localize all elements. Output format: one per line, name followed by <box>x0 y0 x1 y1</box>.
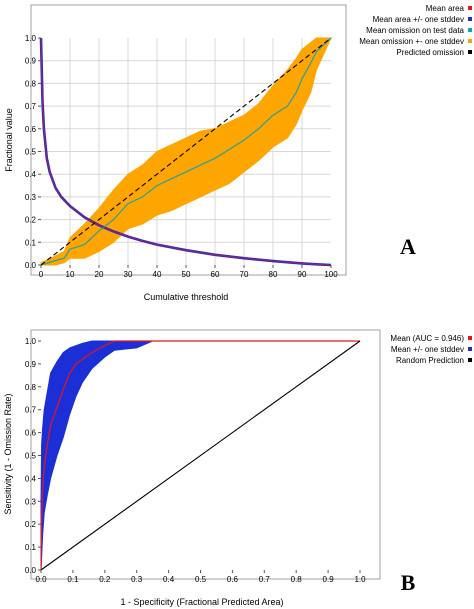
panel-b-y-tick-label: 0.0 <box>25 566 37 575</box>
panel-b-y-axis-label: Sensitivity (1 - Omission Rate) <box>3 393 13 514</box>
panel-b-y-tick-label: 0.9 <box>25 360 37 369</box>
panel-a-chart: 0 10 20 30 40 50 60 70 80 90 100 0.00.10.20.30.40.… <box>4 4 472 302</box>
panel-b-legend: Mean (AUC = 0.946) Mean +/- one stddev Ran… <box>390 334 472 365</box>
panel-a-y-tick-label: 0.9 <box>25 57 37 66</box>
panel-a-x-tick-label: 80 <box>269 270 278 279</box>
panel-a-line-predicted-omission <box>40 37 332 266</box>
panel-b-x-tick-label: 0.1 <box>67 575 79 584</box>
panel-b-series-lines <box>40 340 361 571</box>
panel-a-legend-label: Mean omission +- one stddev <box>359 37 464 46</box>
panel-a-legend-label: Mean area <box>426 4 465 13</box>
panel-a-y-tick-label: 0.5 <box>25 148 37 157</box>
panel-b-letter: B <box>401 570 416 595</box>
panel-b-y-tick-label: 0.5 <box>25 452 37 461</box>
panel-a-x-tick-label: 90 <box>298 270 307 279</box>
panel-b-x-tick-label: 0.0 <box>35 575 47 584</box>
panel-a-line-mean-omission-on-test-data <box>40 37 332 266</box>
panel-a-legend-label: Predicted omission <box>396 48 464 57</box>
panel-a-legend-swatch <box>468 39 472 43</box>
panel-a-y-tick-label: 0.0 <box>25 261 37 270</box>
panel-b-legend-swatch <box>468 347 472 351</box>
panel-b-legend-label: Mean (AUC = 0.946) <box>390 334 464 343</box>
panel-a-y-tick-label: 0.7 <box>25 102 37 111</box>
panel-b-y-tick-label: 0.1 <box>25 543 37 552</box>
panel-b-y-tick-label: 0.6 <box>25 429 37 438</box>
panel-b-line-random-prediction <box>40 340 361 571</box>
panel-a-y-axis-label: Fractional value <box>4 108 14 172</box>
panel-b-chart: 0.0 0.1 0.2 0.3 0.4 0.5 0.6 0.7 0.8 0.9 1.0 0.0 0.1… <box>3 329 472 607</box>
panel-b-y-tick-label: 0.3 <box>25 497 37 506</box>
panel-a-y-tick-label: 1.0 <box>25 34 37 43</box>
panel-a-letter: A <box>400 234 416 259</box>
panel-b-line-mean-auc-0-946 <box>40 340 360 571</box>
panel-a-y-tick-label: 0.1 <box>25 238 37 247</box>
panel-a-y-ticks: 0.0 0.1 0.2 0.3 0.4 0.5 0.6 0.7 0.8 0.9 1.0 <box>25 34 41 270</box>
panel-a-legend-swatch <box>468 6 472 10</box>
panel-b-y-tick-label: 0.2 <box>25 520 37 529</box>
panel-a-y-tick-label: 0.6 <box>25 125 37 134</box>
panel-a-x-tick-label: 10 <box>66 270 75 279</box>
panel-b-y-ticks: 0.0 0.1 0.2 0.3 0.4 0.5 0.6 0.7 0.8 0.9 1.0 <box>25 337 41 575</box>
panel-b-x-tick-label: 0.5 <box>195 575 207 584</box>
panel-a-legend-swatch <box>468 50 472 54</box>
panel-b-y-tick-label: 1.0 <box>25 337 37 346</box>
panel-a-x-tick-label: 30 <box>124 270 133 279</box>
panel-a-y-tick-label: 0.3 <box>25 193 37 202</box>
panel-a-line-mean-area-overlay <box>40 37 332 266</box>
panel-b-x-tick-label: 0.8 <box>291 575 303 584</box>
panel-b-x-tick-label: 0.9 <box>323 575 335 584</box>
panel-a-x-tick-label: 70 <box>240 270 249 279</box>
panel-a-x-tick-label: 50 <box>182 270 191 279</box>
panel-a-x-tick-label: 0 <box>39 270 44 279</box>
panel-b-legend-swatch <box>468 358 472 362</box>
panel-b-x-tick-label: 0.4 <box>163 575 175 584</box>
panel-a-x-tick-label: 100 <box>324 270 338 279</box>
panel-a-legend-swatch <box>468 17 472 21</box>
panel-b-x-ticks: 0.0 0.1 0.2 0.3 0.4 0.5 0.6 0.7 0.8 0.9 1.0 <box>35 570 366 584</box>
panel-b-x-tick-label: 0.3 <box>131 575 143 584</box>
panel-a-series-lines <box>39 37 332 267</box>
panel-b-x-tick-label: 0.7 <box>259 575 271 584</box>
panel-a-y-tick-label: 0.4 <box>25 170 37 179</box>
panel-b-y-tick-label: 0.8 <box>25 383 37 392</box>
panel-b-legend-swatch <box>468 336 472 340</box>
panel-a-x-tick-label: 20 <box>95 270 104 279</box>
panel-a-y-tick-label: 0.8 <box>25 79 37 88</box>
panel-a-legend-label: Mean omission on test data <box>366 26 464 35</box>
panel-a-x-ticks: 0 10 20 30 40 50 60 70 80 90 100 <box>39 265 338 279</box>
panel-b-legend-label: Random Prediction <box>396 356 464 365</box>
panel-b-y-tick-label: 0.7 <box>25 406 37 415</box>
panel-a-legend-label: Mean area +/- one stddev <box>373 15 464 24</box>
panel-a-y-tick-label: 0.2 <box>25 216 37 225</box>
panel-a-legend-swatch <box>468 28 472 32</box>
panel-a-x-tick-label: 40 <box>153 270 162 279</box>
panel-b-y-tick-label: 0.4 <box>25 474 37 483</box>
panel-b-x-axis-label: 1 - Specificity (Fractional Predicted Ar… <box>120 597 283 607</box>
panel-b-x-tick-label: 0.2 <box>99 575 111 584</box>
panel-b-x-tick-label: 0.6 <box>227 575 239 584</box>
panel-a-x-axis-label: Cumulative threshold <box>144 292 229 302</box>
panel-b-legend-label: Mean +/- one stddev <box>391 345 464 354</box>
panel-a-legend: Mean area Mean area +/- one stddev Mean om… <box>359 4 472 57</box>
panel-a-x-tick-label: 60 <box>211 270 220 279</box>
panel-b-x-tick-label: 1.0 <box>354 575 366 584</box>
